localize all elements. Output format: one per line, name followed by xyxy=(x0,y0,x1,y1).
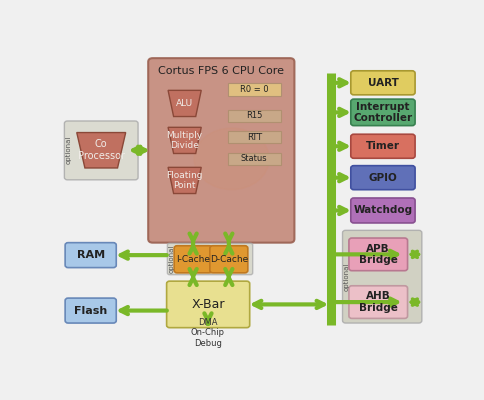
Text: R0 = 0: R0 = 0 xyxy=(240,85,268,94)
Text: Cortus FPS 6 CPU Core: Cortus FPS 6 CPU Core xyxy=(158,66,284,76)
Text: ALU: ALU xyxy=(176,99,193,108)
Text: Co
Processor: Co Processor xyxy=(77,140,124,161)
FancyBboxPatch shape xyxy=(348,286,407,318)
Bar xyxy=(227,131,280,144)
FancyBboxPatch shape xyxy=(64,121,138,180)
FancyBboxPatch shape xyxy=(167,243,252,275)
FancyBboxPatch shape xyxy=(166,281,249,328)
FancyBboxPatch shape xyxy=(350,99,414,126)
Text: UART: UART xyxy=(367,78,397,88)
Text: Interrupt
Controller: Interrupt Controller xyxy=(353,102,412,123)
FancyBboxPatch shape xyxy=(174,246,212,273)
FancyBboxPatch shape xyxy=(350,166,414,190)
Text: RAM: RAM xyxy=(76,250,105,260)
Circle shape xyxy=(194,128,269,190)
Text: I-Cache: I-Cache xyxy=(176,255,210,264)
Text: Multiply
Divide: Multiply Divide xyxy=(166,131,202,150)
Text: X-Bar: X-Bar xyxy=(191,298,225,311)
FancyBboxPatch shape xyxy=(348,238,407,271)
Text: optional: optional xyxy=(66,136,72,164)
Text: Flash: Flash xyxy=(74,306,107,316)
Text: optional: optional xyxy=(343,262,349,291)
Bar xyxy=(227,153,280,165)
FancyBboxPatch shape xyxy=(342,230,421,323)
FancyBboxPatch shape xyxy=(65,298,116,323)
Text: AHB
Bridge: AHB Bridge xyxy=(358,291,397,313)
Text: optional: optional xyxy=(168,245,174,273)
Text: R15: R15 xyxy=(245,111,262,120)
FancyBboxPatch shape xyxy=(148,58,294,243)
FancyBboxPatch shape xyxy=(65,243,116,268)
Bar xyxy=(227,84,280,96)
Text: D-Cache: D-Cache xyxy=(209,255,247,264)
FancyBboxPatch shape xyxy=(210,246,247,273)
Text: Status: Status xyxy=(241,154,267,163)
Text: DMA
On-Chip
Debug: DMA On-Chip Debug xyxy=(191,318,225,348)
Text: RTT: RTT xyxy=(246,133,261,142)
Text: Timer: Timer xyxy=(365,141,399,151)
Polygon shape xyxy=(168,167,201,194)
Polygon shape xyxy=(76,132,125,168)
Text: GPIO: GPIO xyxy=(368,173,396,183)
Polygon shape xyxy=(168,90,201,116)
FancyBboxPatch shape xyxy=(350,134,414,158)
FancyBboxPatch shape xyxy=(350,71,414,95)
Text: Floating
Point: Floating Point xyxy=(166,171,202,190)
Text: Watchdog: Watchdog xyxy=(353,206,412,216)
Polygon shape xyxy=(168,127,201,154)
Text: APB
Bridge: APB Bridge xyxy=(358,244,397,265)
FancyBboxPatch shape xyxy=(350,198,414,223)
Bar xyxy=(227,110,280,122)
